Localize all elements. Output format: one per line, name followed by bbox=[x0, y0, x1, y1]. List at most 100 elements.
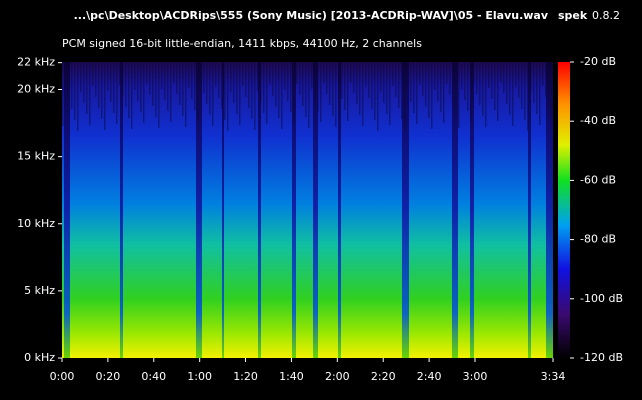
texture bbox=[491, 62, 493, 99]
texture bbox=[236, 62, 238, 114]
file-title: ...\pc\Desktop\ACDRips\555 (Sony Music) … bbox=[74, 9, 549, 22]
texture bbox=[248, 62, 250, 108]
texture bbox=[206, 62, 208, 104]
texture bbox=[62, 62, 64, 126]
texture bbox=[266, 62, 268, 124]
texture bbox=[299, 62, 301, 95]
x-tick-label: 0:40 bbox=[141, 370, 166, 383]
texture bbox=[515, 62, 517, 87]
quiet-band bbox=[120, 62, 123, 358]
texture bbox=[416, 62, 418, 124]
texture bbox=[284, 62, 286, 90]
texture bbox=[74, 62, 76, 120]
texture bbox=[101, 62, 103, 119]
texture bbox=[110, 62, 112, 102]
texture bbox=[245, 62, 247, 97]
texture bbox=[140, 62, 142, 112]
texture bbox=[137, 62, 139, 101]
quiet-band bbox=[64, 62, 70, 358]
texture bbox=[431, 62, 433, 129]
colorbar-tick-label: -40 dB bbox=[580, 114, 616, 127]
texture bbox=[362, 62, 364, 126]
quiet-band bbox=[452, 62, 458, 358]
texture bbox=[116, 62, 118, 124]
x-tick-label: 3:34 bbox=[541, 370, 566, 383]
texture bbox=[356, 62, 358, 104]
texture bbox=[203, 62, 205, 93]
texture bbox=[314, 62, 316, 100]
texture bbox=[83, 62, 85, 103]
texture bbox=[89, 62, 91, 125]
texture bbox=[107, 62, 109, 91]
texture bbox=[329, 62, 331, 105]
texture bbox=[434, 62, 436, 90]
texture bbox=[446, 62, 448, 84]
colorbar-tick-label: -60 dB bbox=[580, 173, 616, 186]
texture bbox=[239, 62, 241, 125]
texture bbox=[368, 62, 370, 98]
texture bbox=[359, 62, 361, 115]
texture bbox=[350, 62, 352, 82]
texture bbox=[497, 62, 499, 121]
texture bbox=[449, 62, 451, 95]
x-tick-label: 2:40 bbox=[417, 370, 442, 383]
texture bbox=[524, 62, 526, 120]
texture bbox=[494, 62, 496, 110]
texture bbox=[86, 62, 88, 114]
texture bbox=[545, 62, 547, 97]
quiet-band bbox=[470, 62, 474, 358]
colorbar bbox=[558, 62, 570, 358]
texture bbox=[425, 62, 427, 107]
texture bbox=[461, 62, 463, 89]
texture bbox=[167, 62, 169, 111]
texture bbox=[287, 62, 289, 101]
texture bbox=[188, 62, 190, 88]
texture bbox=[335, 62, 337, 127]
texture bbox=[407, 62, 409, 91]
quiet-band bbox=[196, 62, 202, 358]
texture bbox=[251, 62, 253, 119]
x-tick-label: 1:00 bbox=[187, 370, 212, 383]
texture bbox=[134, 62, 136, 90]
quiet-band bbox=[338, 62, 341, 358]
texture bbox=[296, 62, 298, 84]
texture bbox=[419, 62, 421, 85]
texture bbox=[260, 62, 262, 102]
texture bbox=[293, 62, 295, 123]
texture bbox=[233, 62, 235, 103]
texture bbox=[422, 62, 424, 96]
texture bbox=[506, 62, 508, 104]
texture bbox=[548, 62, 550, 108]
texture bbox=[131, 62, 133, 129]
texture bbox=[353, 62, 355, 93]
texture bbox=[326, 62, 328, 94]
colorbar-tick-label: -20 dB bbox=[580, 55, 616, 68]
colorbar-tick-label: -80 dB bbox=[580, 233, 616, 246]
colorbar-tick-label: -120 dB bbox=[580, 351, 623, 364]
spectrogram bbox=[62, 62, 553, 358]
texture bbox=[272, 62, 274, 96]
x-tick-label: 0:00 bbox=[50, 370, 75, 383]
texture bbox=[182, 62, 184, 116]
texture bbox=[512, 62, 514, 126]
colorbar-tick-label: -100 dB bbox=[580, 292, 623, 305]
texture bbox=[458, 62, 460, 128]
texture bbox=[149, 62, 151, 95]
texture bbox=[230, 62, 232, 92]
y-tick-label: 10 kHz bbox=[17, 217, 55, 230]
texture bbox=[338, 62, 340, 88]
texture bbox=[323, 62, 325, 83]
texture bbox=[464, 62, 466, 100]
texture bbox=[242, 62, 244, 86]
spectrogram-image bbox=[62, 62, 553, 358]
texture bbox=[380, 62, 382, 92]
texture bbox=[452, 62, 454, 106]
app-version: 0.8.2 bbox=[592, 9, 620, 22]
texture bbox=[224, 62, 226, 120]
texture bbox=[278, 62, 280, 118]
texture bbox=[317, 62, 319, 111]
texture bbox=[275, 62, 277, 107]
texture bbox=[173, 62, 175, 83]
